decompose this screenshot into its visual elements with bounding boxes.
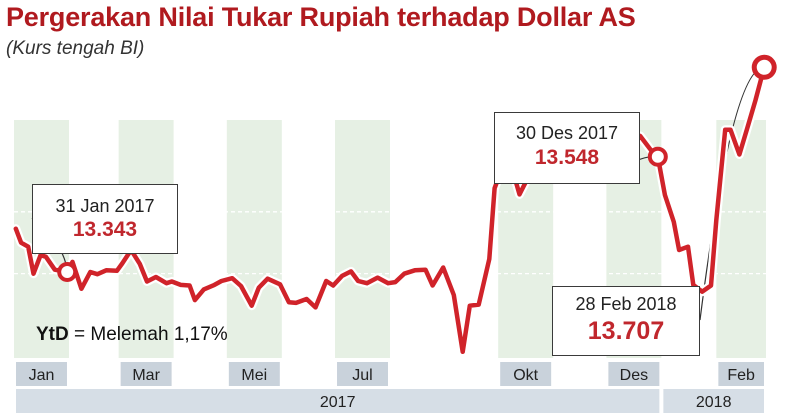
month-band: [337, 362, 388, 386]
chart-title: Pergerakan Nilai Tukar Rupiah terhadap D…: [6, 2, 636, 32]
month-band: [120, 362, 172, 386]
callout-feb-2018: 28 Feb 2018 13.707: [552, 286, 700, 356]
ytd-eq: =: [68, 324, 91, 345]
month-label: Jan: [29, 367, 55, 384]
year-band: [16, 389, 660, 413]
month-band: [608, 362, 660, 386]
month-label: Des: [620, 367, 648, 384]
callout-date: 30 Des 2017: [515, 123, 619, 143]
month-label: Mar: [132, 367, 160, 384]
month-shade: [226, 120, 282, 358]
x-axis-bands: Jan Mar Mei Jul Okt Des Feb 2017 2018: [16, 362, 764, 413]
callout-value: 13.548: [534, 146, 600, 169]
month-shade: [335, 120, 390, 358]
point-marker: [751, 54, 777, 80]
callout-date: 31 Jan 2017: [55, 196, 155, 216]
chart-subtitle: (Kurs tengah BI): [6, 38, 145, 59]
callout-jan-2017: 31 Jan 2017 13.343: [32, 184, 178, 254]
year-label: 2018: [696, 394, 732, 411]
month-band: [16, 362, 67, 386]
callout-date: 28 Feb 2018: [575, 294, 677, 314]
ytd-text: Melemah 1,17%: [90, 324, 228, 345]
point-markers: [57, 54, 777, 282]
ytd-label: YtD: [36, 324, 69, 345]
callout-dec-2017: 30 Des 2017 13.548: [494, 112, 640, 184]
month-label: Mei: [241, 367, 267, 384]
point-marker: [57, 261, 78, 282]
month-label: Jul: [352, 367, 372, 384]
callout-value: 13.707: [587, 317, 665, 345]
month-shading: [14, 120, 766, 358]
year-band: [663, 389, 764, 413]
month-band: [228, 362, 280, 386]
gridlines: [14, 211, 766, 275]
month-label: Feb: [727, 367, 755, 384]
month-band: [500, 362, 552, 386]
ytd-summary: YtD = Melemah 1,17%: [36, 324, 228, 346]
month-label: Okt: [513, 367, 538, 384]
callout-value: 13.343: [72, 218, 138, 241]
month-band: [718, 362, 764, 386]
point-marker: [647, 146, 668, 167]
year-label: 2017: [320, 394, 356, 411]
